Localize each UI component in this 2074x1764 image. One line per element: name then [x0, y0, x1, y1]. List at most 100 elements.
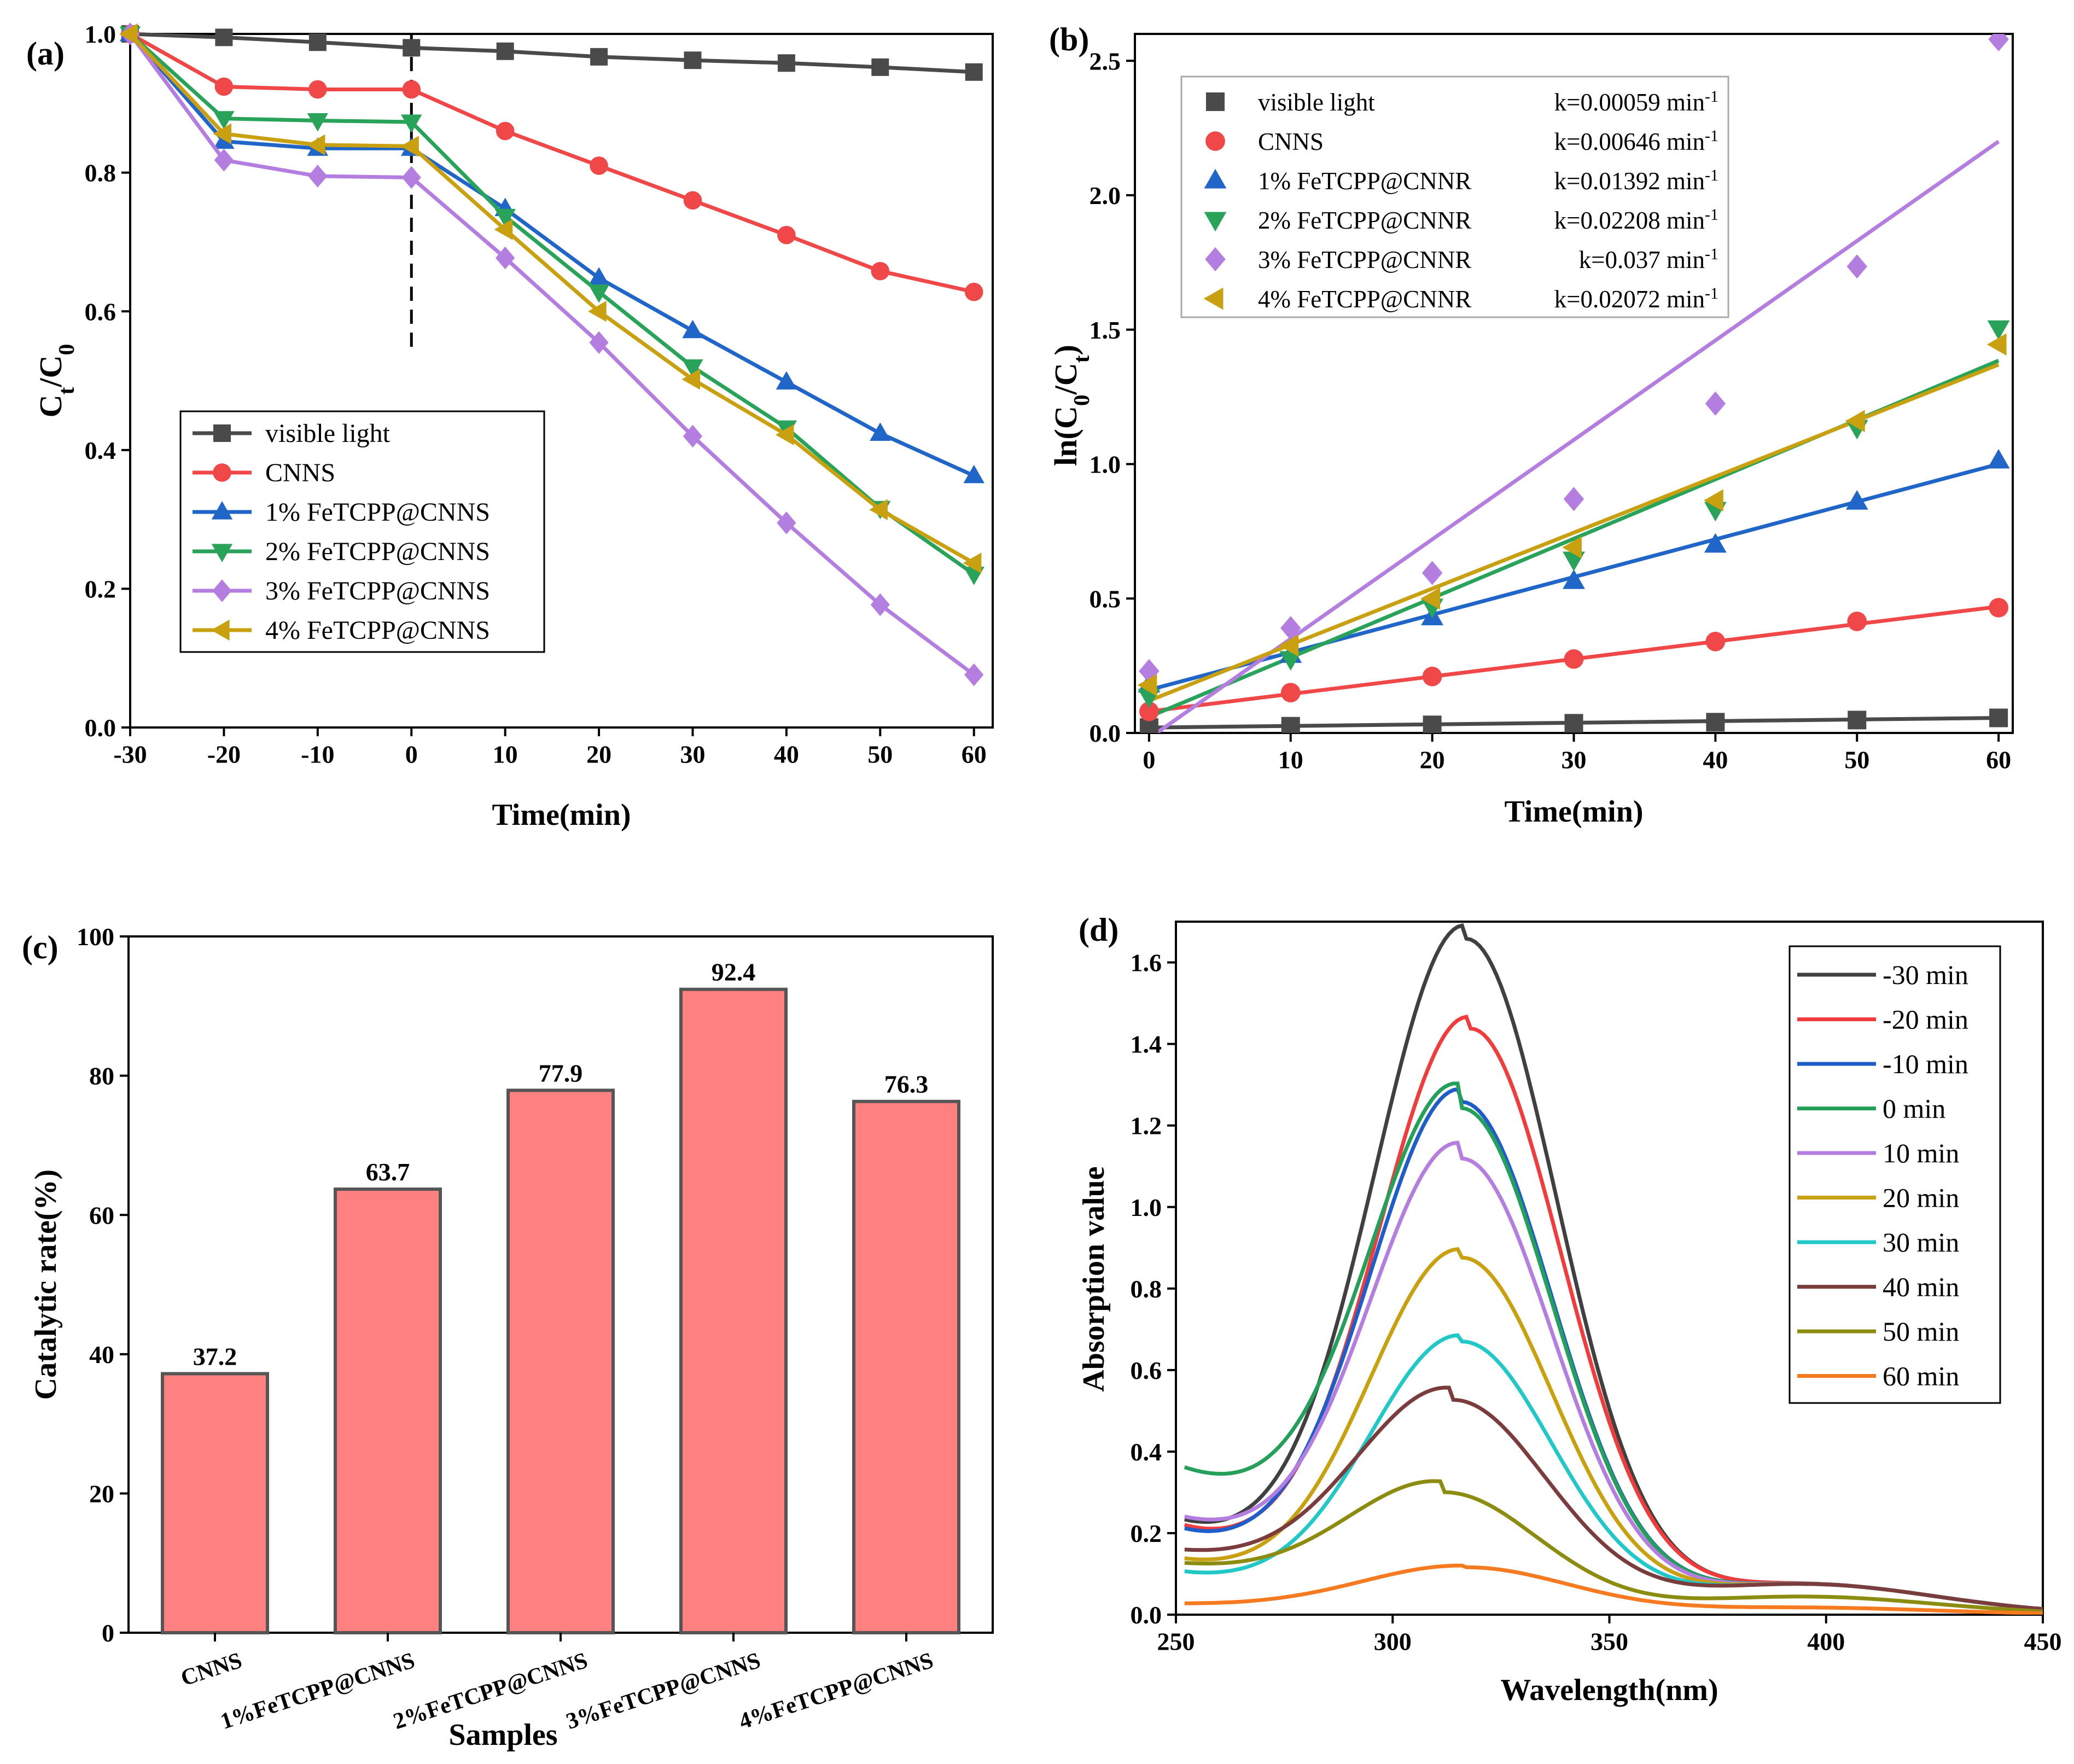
panel-a-frame [129, 33, 994, 729]
panel-a-data-point [308, 165, 328, 188]
panel-c-label: (c) [22, 929, 59, 965]
panel-a-xtick-label: 20 [586, 740, 611, 768]
panel-a-ylabel: Ct/C0 [33, 344, 79, 418]
panel-d-ytick-label: 1.0 [1131, 1194, 1162, 1221]
panel-b-ylabel-part: 0 [1069, 394, 1094, 406]
panel-a-data-point [496, 121, 515, 141]
panel-d-xtick-label: 250 [1157, 1627, 1195, 1655]
panel-d: 0.0 0.2 0.4 0.6 0.8 1.0 1.2 1.4 1.6 250 300 350 400 4… [1077, 912, 2062, 1707]
panel-c-ylabel-part: Catalytic rate(%) [29, 1169, 63, 1400]
panel-b-data-point [1848, 711, 1867, 730]
panel-b-data-point [1281, 717, 1300, 733]
panel-b-legend-k-value: k=0.00646 min [1554, 128, 1705, 155]
panel-a-data-point [869, 499, 888, 521]
panel-a-ytick-label: 0.4 [85, 436, 116, 464]
panel-b-data-point [1986, 333, 2007, 356]
panel-c-bar [161, 1372, 269, 1635]
panel-a-data-point [775, 424, 794, 446]
panel-a-data-point [308, 80, 327, 99]
panel-b-legend-k-value: k=0.02208 min [1554, 207, 1705, 234]
panel-a-data-point [306, 134, 325, 156]
panel-b-xlabel: Time(min) [1504, 795, 1643, 829]
panel-b-legend-k-exp: -1 [1705, 127, 1718, 145]
panel-c-value-label: 37.2 [193, 1342, 237, 1370]
panel-a-series-line [129, 32, 975, 576]
panel-b-legend-marker [1203, 287, 1224, 310]
panel-a-xtick-label: 60 [962, 740, 987, 768]
panel-c-ytick-label: 20 [89, 1480, 114, 1508]
panel-a-data-point [494, 208, 516, 228]
panel-a-ylabel-part: C [33, 394, 68, 417]
panel-a-legend-label: visible light [265, 419, 391, 448]
panel-a-legend-label: 1% FeTCPP@CNNS [265, 498, 490, 527]
panel-d-ytick-label: 1.6 [1131, 949, 1162, 977]
panel-a-data-point [683, 424, 703, 448]
panel-a-ylabel-part: t [54, 387, 79, 394]
panel-a-legend-box [179, 410, 545, 653]
panel-a-data-point [776, 371, 797, 390]
panel-a-legend-label: CNNS [265, 458, 335, 487]
panel-b-data-point [1988, 34, 2009, 51]
panel-b-legend-label: 3% FeTCPP@CNNR [1258, 246, 1471, 273]
panel-c-ylabel: Catalytic rate(%) [29, 1169, 63, 1400]
panel-b-data-point [1423, 715, 1442, 733]
panel-c-value-label: 76.3 [884, 1070, 929, 1098]
panel-b-xtick-label: 50 [1844, 746, 1869, 773]
panel-b-ytick-label: 2.5 [1090, 47, 1121, 75]
panel-b-data-point [1987, 320, 2010, 340]
panel-b-legend-marker [1204, 212, 1227, 232]
panel-d-legend-label: -30 min [1883, 959, 1968, 990]
panel-a-data-point [871, 58, 889, 76]
panel-b-xtick-label: 20 [1420, 746, 1445, 773]
panel-a-data-point [400, 136, 419, 157]
panel-a-legend-label: 2% FeTCPP@CNNS [265, 537, 490, 566]
panel-a-data-point [403, 39, 421, 57]
panel-b-legend-k: k=0.00646 min-1 [1554, 127, 1718, 156]
panel-a-legend-marker [211, 501, 233, 520]
panel-a-data-point [588, 267, 610, 286]
panel-b-legend-k-value: k=0.00059 min [1554, 89, 1705, 116]
panel-b-legend-k-exp: -1 [1705, 245, 1718, 263]
panel-a-data-point [870, 593, 890, 616]
panel-a-data-point [401, 114, 422, 133]
panel-a-legend-marker [213, 463, 231, 482]
panel-d-legend-label: 0 min [1883, 1093, 1945, 1124]
panel-a-data-point [963, 552, 982, 574]
panel-b-data-point [1845, 410, 1865, 433]
panel-a-series-line [129, 32, 975, 677]
panel-b-ylabel-part: /C [1048, 363, 1083, 395]
panel-a-legend-marker [211, 619, 230, 641]
panel-b-legend-label: 2% FeTCPP@CNNR [1258, 207, 1471, 234]
panel-b: 0.0 0.5 1.0 1.5 2.0 2.5 0 10 20 30 40 50 60 visible l… [1048, 21, 2014, 829]
panel-d-ytick-label: 0.4 [1131, 1438, 1162, 1466]
panel-b-ylabel-part: ) [1048, 345, 1083, 355]
panel-d-legend-label: -20 min [1883, 1004, 1968, 1035]
panel-a-series-line [129, 32, 975, 478]
panel-a-data-point [588, 301, 607, 322]
panel-b-data-point [1987, 449, 2010, 469]
panel-b-legend-label: 4% FeTCPP@CNNR [1258, 286, 1471, 313]
panel-b-ytick-label: 1.5 [1090, 316, 1121, 344]
panel-a-ytick-label: 1.0 [85, 20, 116, 48]
panel-b-data-point [1704, 533, 1727, 553]
panel-b-legend-label: visible light [1258, 89, 1375, 116]
panel-d-ytick-label: 0.8 [1131, 1275, 1162, 1303]
panel-a-data-point [777, 511, 796, 534]
panel-b-legend-marker [1206, 92, 1225, 111]
panel-c-value-label: 77.9 [539, 1059, 583, 1087]
panel-a-xlabel: Time(min) [492, 798, 631, 832]
panel-a-xtick-label: 30 [680, 740, 705, 768]
panel-a-ylabel-part: /C [33, 356, 68, 388]
panel-b-xtick-label: 30 [1562, 746, 1587, 773]
panel-c-bar [852, 1099, 960, 1635]
panel-a-legend-label: 3% FeTCPP@CNNS [265, 577, 490, 606]
panel-b-legend-k: k=0.02208 min-1 [1554, 206, 1718, 235]
panel-b-data-point [1421, 561, 1443, 585]
panel-a-xtick-label: -30 [113, 740, 147, 768]
panel-b-legend-k: k=0.02072 min-1 [1554, 284, 1718, 313]
panel-c-bar [679, 987, 788, 1634]
panel-d-legend-label: 40 min [1883, 1272, 1959, 1302]
panel-b-ylabel-part: t [1069, 355, 1094, 363]
